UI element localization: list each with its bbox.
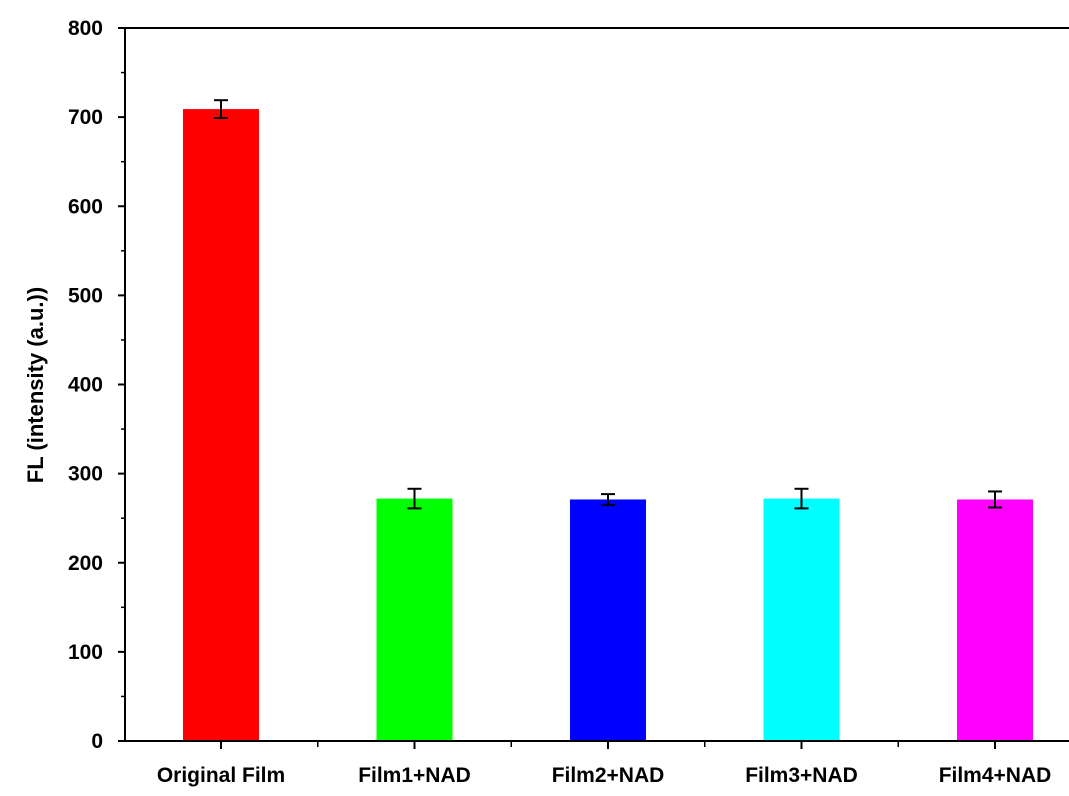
bar	[763, 498, 840, 741]
x-tick-label: Original Film	[157, 764, 285, 787]
y-tick-label: 100	[68, 641, 103, 664]
x-tick-label: Film4+NAD	[939, 764, 1052, 787]
y-axis-label: FL (intensity (a.u.))	[23, 287, 48, 483]
bars-group	[183, 109, 1033, 741]
error-bars-group	[214, 99, 1002, 510]
bar	[183, 109, 259, 741]
x-tick-label: Film1+NAD	[358, 764, 471, 787]
x-axis-ticks: Original Film Film1+NAD Film2+NAD Film3+NAD…	[157, 741, 1051, 787]
y-tick-label: 400	[68, 374, 103, 397]
x-tick-label: Film3+NAD	[745, 764, 858, 787]
y-tick-label: 0	[91, 730, 103, 753]
bar	[376, 498, 453, 741]
y-tick-label: 700	[68, 106, 103, 129]
x-tick-label: Film2+NAD	[552, 764, 665, 787]
y-tick-label: 300	[68, 463, 103, 486]
y-tick-label: 200	[68, 552, 103, 575]
y-tick-label: 800	[68, 17, 103, 40]
bar	[957, 499, 1033, 741]
y-axis-ticks: 0 100 200 300 400 500 600 700 800	[68, 17, 125, 753]
y-tick-label: 500	[68, 284, 103, 307]
bar	[570, 499, 646, 741]
axes-group	[124, 27, 1069, 742]
y-tick-label: 600	[68, 195, 103, 218]
